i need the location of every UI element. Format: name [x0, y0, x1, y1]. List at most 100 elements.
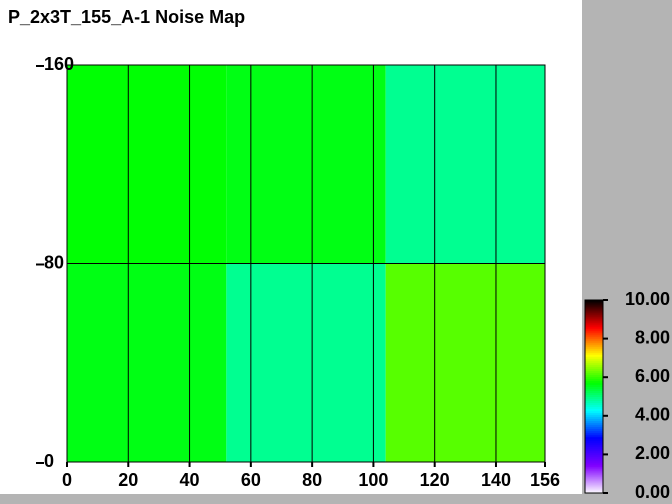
- colorbar-step: [585, 380, 603, 383]
- heatmap-cell: [226, 65, 386, 264]
- colorbar-step: [585, 480, 603, 484]
- colorbar-step: [585, 344, 603, 347]
- colorbar-tick-label: 8.00: [635, 327, 670, 347]
- colorbar-step: [585, 394, 603, 397]
- colorbar-step: [585, 422, 603, 426]
- x-tick-label: 140: [481, 470, 511, 490]
- colorbar-step: [585, 444, 603, 448]
- colorbar-step: [585, 362, 603, 365]
- colorbar-step: [585, 488, 603, 492]
- colorbar-tick-label: 2.00: [635, 443, 670, 463]
- colorbar-step: [585, 430, 603, 434]
- colorbar-step: [585, 376, 603, 379]
- colorbar-step: [585, 386, 603, 389]
- heatmap-cell: [226, 263, 386, 462]
- colorbar-step: [585, 398, 603, 402]
- colorbar-step: [585, 330, 603, 333]
- colorbar-step: [585, 334, 603, 337]
- colorbar-step: [585, 450, 603, 454]
- colorbar-step: [585, 464, 603, 468]
- colorbar-step: [585, 304, 603, 307]
- x-tick-label: 100: [358, 470, 388, 490]
- colorbar-step: [585, 338, 603, 341]
- colorbar-step: [585, 374, 603, 377]
- colorbar-step: [585, 490, 603, 494]
- colorbar-step: [585, 402, 603, 406]
- colorbar-step: [585, 404, 603, 408]
- y-tick-label: 0: [44, 451, 54, 471]
- colorbar-step: [585, 316, 603, 319]
- colorbar-step: [585, 472, 603, 476]
- colorbar-step: [585, 476, 603, 480]
- colorbar-step: [585, 462, 603, 466]
- colorbar-step: [585, 414, 603, 418]
- colorbar-step: [585, 412, 603, 416]
- colorbar-step: [585, 396, 603, 400]
- colorbar-step: [585, 448, 603, 452]
- colorbar-step: [585, 478, 603, 482]
- colorbar-step: [585, 486, 603, 490]
- colorbar-tick-label: 0.00: [635, 482, 670, 502]
- colorbar-step: [585, 470, 603, 474]
- x-tick-label: 20: [118, 470, 138, 490]
- colorbar-step: [585, 426, 603, 430]
- colorbar-step: [585, 418, 603, 422]
- colorbar-frame: [584, 299, 604, 494]
- x-tick-label: 40: [180, 470, 200, 490]
- colorbar-step: [585, 364, 603, 367]
- colorbar-step: [585, 318, 603, 321]
- colorbar-step: [585, 400, 603, 404]
- colorbar-step: [585, 308, 603, 311]
- colorbar-step: [585, 310, 603, 313]
- colorbar-step: [585, 468, 603, 472]
- colorbar-step: [585, 328, 603, 331]
- colorbar-step: [585, 348, 603, 351]
- colorbar-step: [585, 354, 603, 357]
- colorbar-step: [585, 446, 603, 450]
- colorbar-step: [585, 336, 603, 339]
- colorbar-tick-label: 4.00: [635, 405, 670, 425]
- colorbar-step: [585, 346, 603, 349]
- colorbar-step: [585, 332, 603, 335]
- colorbar-step: [585, 382, 603, 385]
- colorbar-step: [585, 420, 603, 424]
- colorbar-step: [585, 406, 603, 410]
- colorbar-step: [585, 302, 603, 305]
- colorbar-step: [585, 358, 603, 361]
- colorbar-step: [585, 322, 603, 325]
- colorbar-step: [585, 324, 603, 327]
- colorbar-tick-label: 10.00: [625, 289, 670, 309]
- colorbar-step: [585, 370, 603, 373]
- colorbar-step: [585, 392, 603, 395]
- colorbar-step: [585, 366, 603, 369]
- colorbar-step: [585, 466, 603, 470]
- colorbar-step: [585, 342, 603, 345]
- heatmap-cell: [385, 263, 545, 462]
- chart-title: P_2x3T_155_A-1 Noise Map: [8, 7, 245, 27]
- colorbar-step: [585, 326, 603, 329]
- colorbar-step: [585, 442, 603, 446]
- colorbar-step: [585, 368, 603, 371]
- colorbar-step: [585, 482, 603, 486]
- colorbar-step: [585, 452, 603, 456]
- bottom-panel: [0, 494, 672, 504]
- colorbar-step: [585, 454, 603, 458]
- colorbar-step: [585, 460, 603, 464]
- x-tick-label: 0: [62, 470, 72, 490]
- colorbar-step: [585, 300, 603, 303]
- colorbar-step: [585, 434, 603, 438]
- colorbar-step: [585, 408, 603, 412]
- x-tick-label: 156: [530, 470, 560, 490]
- colorbar-step: [585, 388, 603, 391]
- colorbar-step: [585, 440, 603, 444]
- colorbar-step: [585, 438, 603, 442]
- colorbar-step: [585, 350, 603, 353]
- colorbar-step: [585, 484, 603, 488]
- colorbar-step: [585, 378, 603, 381]
- x-tick-label: 120: [420, 470, 450, 490]
- colorbar-step: [585, 312, 603, 315]
- colorbar-step: [585, 456, 603, 460]
- colorbar-step: [585, 320, 603, 323]
- colorbar-step: [585, 340, 603, 343]
